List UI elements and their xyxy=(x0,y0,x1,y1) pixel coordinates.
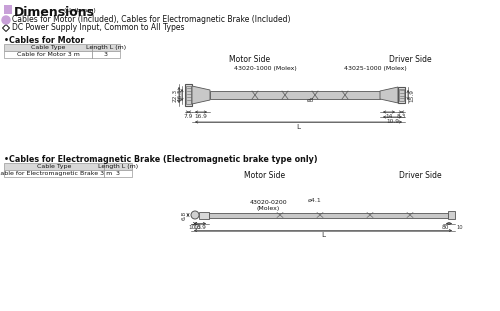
Text: L: L xyxy=(296,124,300,130)
Text: Cables for Motor (Included), Cables for Electromagnetic Brake (Included): Cables for Motor (Included), Cables for … xyxy=(12,16,290,25)
Polygon shape xyxy=(192,86,210,104)
Text: 43020-1000 (Molex): 43020-1000 (Molex) xyxy=(234,66,296,71)
Text: 10.3: 10.3 xyxy=(188,225,202,230)
Text: •Cables for Motor: •Cables for Motor xyxy=(4,36,84,45)
Bar xyxy=(398,87,405,103)
Bar xyxy=(185,84,192,106)
Bar xyxy=(186,86,191,104)
Circle shape xyxy=(191,211,199,219)
Bar xyxy=(4,5,12,14)
Bar xyxy=(209,212,448,217)
Text: 16.9: 16.9 xyxy=(194,114,207,119)
Bar xyxy=(448,211,455,219)
Text: 6.8: 6.8 xyxy=(182,210,187,220)
Text: 7.9: 7.9 xyxy=(184,114,193,119)
Bar xyxy=(4,163,132,170)
Bar xyxy=(210,91,380,99)
Text: L: L xyxy=(321,232,325,238)
Text: 80: 80 xyxy=(442,225,449,230)
Text: 16.5: 16.5 xyxy=(177,89,182,101)
Text: 43025-1000 (Molex): 43025-1000 (Molex) xyxy=(344,66,406,71)
Text: 3: 3 xyxy=(104,52,108,57)
Text: 3: 3 xyxy=(116,171,120,176)
Bar xyxy=(4,51,120,58)
Text: 10.9: 10.9 xyxy=(386,119,399,124)
Bar xyxy=(4,44,120,51)
Bar xyxy=(199,211,209,219)
Text: ø8: ø8 xyxy=(306,98,314,103)
Text: 8.3: 8.3 xyxy=(397,114,406,119)
Text: ø4.1: ø4.1 xyxy=(308,198,322,203)
Text: (Unit mm): (Unit mm) xyxy=(64,8,96,13)
Text: Cable Type: Cable Type xyxy=(31,45,65,50)
Text: Cable Type: Cable Type xyxy=(37,164,71,169)
Text: 16.9: 16.9 xyxy=(194,225,206,230)
Text: 22.3: 22.3 xyxy=(173,88,178,102)
Circle shape xyxy=(2,16,10,24)
Text: •Cables for Electromagnetic Brake (Electromagnetic brake type only): •Cables for Electromagnetic Brake (Elect… xyxy=(4,155,318,164)
Bar xyxy=(4,170,132,177)
Text: 43020-0200
(Molex): 43020-0200 (Molex) xyxy=(249,200,287,211)
Text: Motor Side: Motor Side xyxy=(244,171,286,180)
Polygon shape xyxy=(380,87,398,103)
Text: 15.9: 15.9 xyxy=(409,89,414,101)
Text: Driver Side: Driver Side xyxy=(398,171,442,180)
Text: Cable for Motor 3 m: Cable for Motor 3 m xyxy=(16,52,80,57)
Text: 10: 10 xyxy=(456,225,462,230)
Text: Cable for Electromagnetic Brake 3 m: Cable for Electromagnetic Brake 3 m xyxy=(0,171,112,176)
Text: Length L (m): Length L (m) xyxy=(86,45,126,50)
Text: 14: 14 xyxy=(386,114,392,119)
Bar xyxy=(399,89,404,101)
Text: Dimensions: Dimensions xyxy=(14,6,95,19)
Text: Length L (m): Length L (m) xyxy=(98,164,138,169)
Text: Motor Side: Motor Side xyxy=(230,55,270,64)
Text: Driver Side: Driver Side xyxy=(388,55,432,64)
Text: DC Power Supply Input, Common to All Types: DC Power Supply Input, Common to All Typ… xyxy=(12,24,184,33)
